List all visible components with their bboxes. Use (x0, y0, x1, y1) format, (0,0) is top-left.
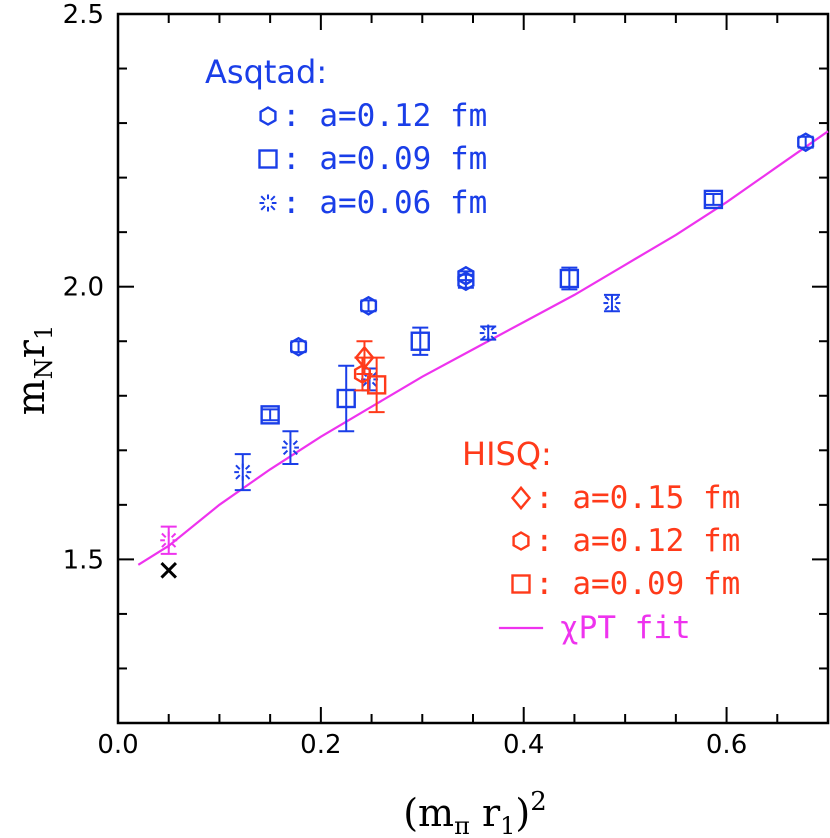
data-point (160, 562, 177, 579)
burst-marker-stroke (490, 325, 496, 331)
burst-marker-stroke (270, 195, 276, 201)
data-point (260, 405, 280, 425)
data-point (336, 364, 356, 433)
hexagon-marker (512, 531, 530, 551)
hexagon-marker (290, 336, 308, 357)
data-point (603, 293, 621, 313)
x-marker-stroke (160, 562, 177, 579)
y-tick-label: 2.0 (63, 273, 104, 303)
legend: Asqtad:: a=0.12 fm: a=0.09 fm: a=0.06 fm… (205, 53, 740, 646)
hexagon-marker (457, 265, 475, 286)
ticks (117, 13, 829, 724)
square-marker (260, 405, 280, 425)
burst-marker-stroke (260, 205, 266, 211)
burst-marker-stroke (245, 474, 251, 480)
burst-marker-stroke (161, 532, 167, 539)
burst-marker-stroke (270, 205, 276, 211)
data-point (290, 336, 308, 357)
legend-entry: : a=0.12 fm (512, 523, 740, 559)
square-marker (410, 331, 430, 351)
data-point (281, 430, 299, 465)
burst-marker-stroke (490, 335, 496, 341)
burst-marker-stroke (245, 464, 251, 470)
burst-marker-stroke (604, 305, 610, 311)
square-marker (336, 388, 356, 409)
burst-marker-stroke (292, 440, 298, 446)
square-marker (366, 375, 387, 395)
burst-marker-stroke (235, 464, 241, 470)
data-point (457, 265, 475, 286)
legend-entry: χPT fit (498, 610, 691, 646)
legend-entry: : a=0.06 fm (259, 185, 487, 221)
legend-label: χPT fit (560, 610, 691, 646)
burst-marker-stroke (604, 295, 610, 301)
legend-label: : a=0.15 fm (535, 480, 740, 516)
x-tick-label: 0.4 (503, 730, 544, 760)
legend-title: HISQ: (462, 435, 552, 473)
y-tick-label: 1.5 (63, 545, 104, 575)
legend-label: : a=0.12 fm (535, 523, 740, 559)
burst-marker-stroke (614, 295, 620, 301)
burst-marker-stroke (292, 449, 298, 456)
legend-entry: : a=0.09 fm (258, 141, 487, 177)
square-marker (559, 268, 580, 289)
data-points (160, 132, 815, 579)
x-tick-label: 0.2 (300, 730, 341, 760)
burst-marker-stroke (170, 532, 177, 539)
legend-label: : a=0.09 fm (535, 566, 740, 602)
x-tick-label: 0.0 (97, 730, 138, 760)
data-point (797, 132, 815, 153)
chipt-fit-curve (137, 130, 829, 566)
data-point (234, 453, 252, 492)
burst-marker-stroke (282, 449, 289, 456)
burst-marker-stroke (260, 195, 266, 201)
legend-entry: : a=0.12 fm (259, 98, 487, 134)
legend-title: Asqtad: (205, 53, 327, 91)
hexagon-marker (353, 364, 371, 384)
data-point (559, 266, 580, 291)
burst-marker-stroke (235, 474, 241, 480)
burst-marker-stroke (480, 325, 486, 331)
data-point (703, 189, 724, 210)
legend-entry: : a=0.15 fm (510, 480, 740, 516)
burst-marker-stroke (161, 542, 167, 548)
burst-marker-stroke (170, 542, 177, 548)
legend-label: : a=0.06 fm (282, 185, 487, 221)
square-marker (703, 189, 724, 210)
burst-marker-stroke (614, 305, 620, 311)
square-marker (258, 149, 278, 169)
legend-entry: : a=0.09 fm (511, 566, 740, 602)
hexagon-marker (360, 295, 378, 316)
legend-label: : a=0.09 fm (282, 141, 487, 177)
legend-label: : a=0.12 fm (282, 98, 487, 134)
hexagon-marker (259, 106, 277, 126)
data-point (360, 295, 378, 316)
hexagon-marker (797, 132, 815, 153)
square-marker (511, 574, 531, 594)
y-tick-label: 2.5 (63, 0, 104, 30)
data-point (353, 356, 371, 392)
data-point (160, 525, 178, 555)
data-point (366, 356, 387, 414)
burst-marker-stroke (282, 440, 289, 446)
fit-line (137, 130, 829, 566)
tick-labels: 0.0 0.2 0.4 0.6 1.5 2.0 2.5 (63, 0, 748, 760)
diamond-marker (510, 485, 532, 511)
burst-marker-stroke (480, 335, 486, 341)
y-axis-label: mNr1 (9, 325, 58, 416)
data-point (479, 324, 497, 342)
x-tick-label: 0.6 (706, 730, 747, 760)
data-point (410, 326, 430, 356)
x-axis-label: (mπ r1)2 (403, 787, 547, 838)
